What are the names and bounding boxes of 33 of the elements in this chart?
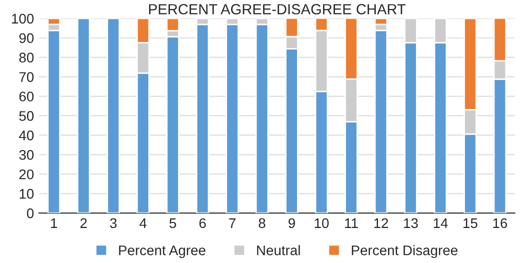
x-tick-label: 10	[314, 218, 329, 228]
x-tick-label: 4	[140, 218, 147, 228]
bar	[106, 18, 120, 214]
x-tick-label: 9	[288, 218, 295, 228]
x-tick-label: 16	[493, 218, 508, 228]
x-tick-label: 2	[80, 218, 87, 228]
x-tick-label: 14	[434, 218, 448, 228]
y-tick-label: 40	[19, 130, 34, 140]
x-tick-label: 3	[110, 218, 117, 228]
y-tick-label: 20	[19, 169, 34, 180]
y-tick-label: 30	[19, 150, 34, 160]
chart-title: PERCENT AGREE-DISAGREE CHART	[149, 4, 406, 14]
y-tick-label: 90	[19, 33, 34, 44]
legend-label: Percent Agree	[119, 246, 206, 258]
x-tick-label: 5	[170, 218, 176, 228]
x-tick-label: 8	[258, 218, 266, 228]
y-tick-label: 10	[20, 188, 34, 199]
legend-label: Neutral	[257, 245, 300, 256]
x-tick-label: 6	[199, 218, 206, 228]
y-tick-label: 0	[26, 208, 34, 218]
bar	[76, 18, 90, 214]
x-tick-label: 11	[345, 218, 358, 228]
x-tick-label: 13	[404, 218, 418, 228]
x-tick-label: 15	[464, 218, 478, 228]
x-tick-label: 12	[374, 218, 388, 228]
y-tick-label: 70	[19, 72, 34, 82]
x-tick-label: 7	[229, 218, 236, 228]
legend-label: Percent Disagree	[352, 245, 458, 258]
y-tick-label: 100	[12, 14, 34, 24]
y-tick-label: 60	[19, 92, 34, 102]
x-tick-label: 1	[51, 218, 58, 228]
y-tick-label: 50	[19, 111, 34, 121]
y-tick-label: 80	[19, 52, 34, 63]
